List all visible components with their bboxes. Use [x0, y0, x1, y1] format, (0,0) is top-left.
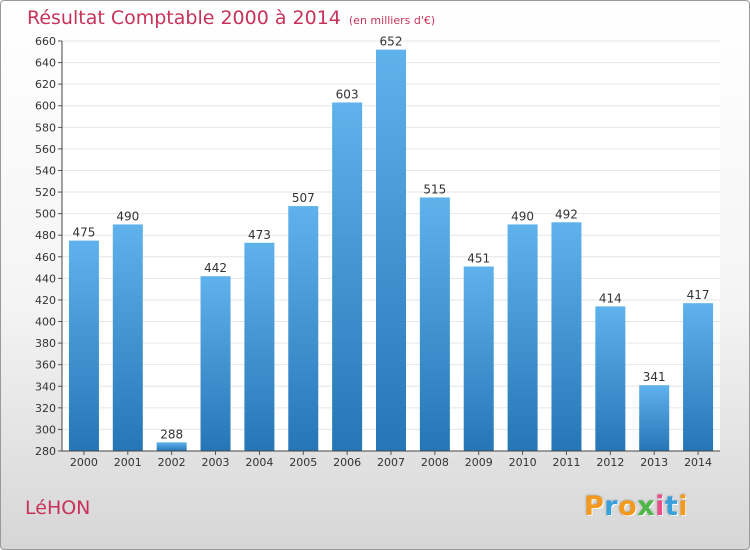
- bar: [332, 102, 363, 451]
- y-tick-label: 340: [35, 380, 56, 393]
- x-tick-label: 2010: [509, 456, 537, 469]
- y-tick-label: 440: [35, 272, 56, 285]
- logo-letter: i: [655, 491, 665, 522]
- y-tick-label: 580: [35, 121, 56, 134]
- y-tick-label: 660: [35, 35, 56, 48]
- y-tick-label: 520: [35, 186, 56, 199]
- y-tick-label: 480: [35, 229, 56, 242]
- bar: [244, 242, 275, 451]
- bar: [200, 276, 231, 451]
- logo-letter: r: [604, 491, 619, 522]
- x-tick-label: 2007: [377, 456, 405, 469]
- x-tick-label: 2001: [114, 456, 142, 469]
- x-tick-label: 2002: [158, 456, 186, 469]
- logo-letter: x: [637, 491, 656, 522]
- y-tick-label: 620: [35, 78, 56, 91]
- bar-value-label: 490: [511, 209, 534, 223]
- bar: [507, 224, 538, 451]
- y-tick-label: 560: [35, 143, 56, 156]
- y-tick-label: 460: [35, 251, 56, 264]
- bar-value-label: 490: [116, 209, 139, 223]
- x-tick-label: 2014: [684, 456, 712, 469]
- bar: [112, 224, 143, 451]
- commune-name: LéHON: [25, 497, 91, 519]
- x-tick-label: 2005: [289, 456, 317, 469]
- x-tick-label: 2003: [202, 456, 230, 469]
- y-tick-label: 360: [35, 359, 56, 372]
- bar-value-label: 417: [687, 288, 710, 302]
- bar: [463, 266, 494, 451]
- y-tick-label: 300: [35, 423, 56, 436]
- bar-value-label: 652: [380, 35, 403, 49]
- logo-letter: i: [678, 491, 689, 522]
- bar-value-label: 492: [555, 207, 578, 221]
- bar-value-label: 475: [72, 226, 95, 240]
- bar: [68, 240, 99, 451]
- x-tick-label: 2008: [421, 456, 449, 469]
- bar: [551, 222, 582, 451]
- y-tick-label: 600: [35, 100, 56, 113]
- x-tick-label: 2013: [640, 456, 668, 469]
- chart-subtitle: (en milliers d'€): [348, 14, 436, 27]
- x-tick-label: 2009: [465, 456, 493, 469]
- logo-letter: t: [664, 491, 679, 522]
- bar: [376, 49, 406, 451]
- proxiti-logo: Proxiti: [584, 491, 688, 522]
- y-tick-label: 540: [35, 164, 56, 177]
- bar-value-label: 451: [467, 252, 490, 266]
- y-tick-label: 400: [35, 316, 56, 329]
- bar-value-label: 442: [204, 261, 227, 275]
- x-tick-label: 2011: [552, 456, 580, 469]
- bar: [288, 206, 319, 451]
- x-tick-label: 2012: [596, 456, 624, 469]
- bar-value-label: 341: [643, 370, 666, 384]
- y-tick-label: 280: [35, 445, 56, 458]
- bar: [639, 385, 670, 451]
- y-tick-label: 380: [35, 337, 56, 350]
- bar-value-label: 515: [423, 182, 446, 196]
- bar-value-label: 288: [160, 427, 183, 441]
- bar-value-label: 473: [248, 228, 271, 242]
- x-tick-label: 2000: [70, 456, 98, 469]
- bar: [156, 442, 187, 451]
- bar-value-label: 507: [292, 191, 315, 205]
- y-tick-label: 500: [35, 208, 56, 221]
- bar: [595, 306, 626, 451]
- bar: [419, 197, 450, 451]
- y-tick-label: 640: [35, 57, 56, 70]
- x-tick-label: 2006: [333, 456, 361, 469]
- bar-value-label: 603: [336, 88, 359, 102]
- bar-value-label: 414: [599, 291, 622, 305]
- title-text: Résultat Comptable 2000 à 2014: [27, 7, 341, 29]
- y-tick-label: 420: [35, 294, 56, 307]
- logo-letter: o: [618, 491, 638, 522]
- chart-title: Résultat Comptable 2000 à 2014 (en millie…: [27, 7, 435, 29]
- bar: [683, 303, 714, 451]
- logo-letter: P: [584, 491, 605, 522]
- x-tick-label: 2004: [245, 456, 273, 469]
- y-tick-label: 320: [35, 402, 56, 415]
